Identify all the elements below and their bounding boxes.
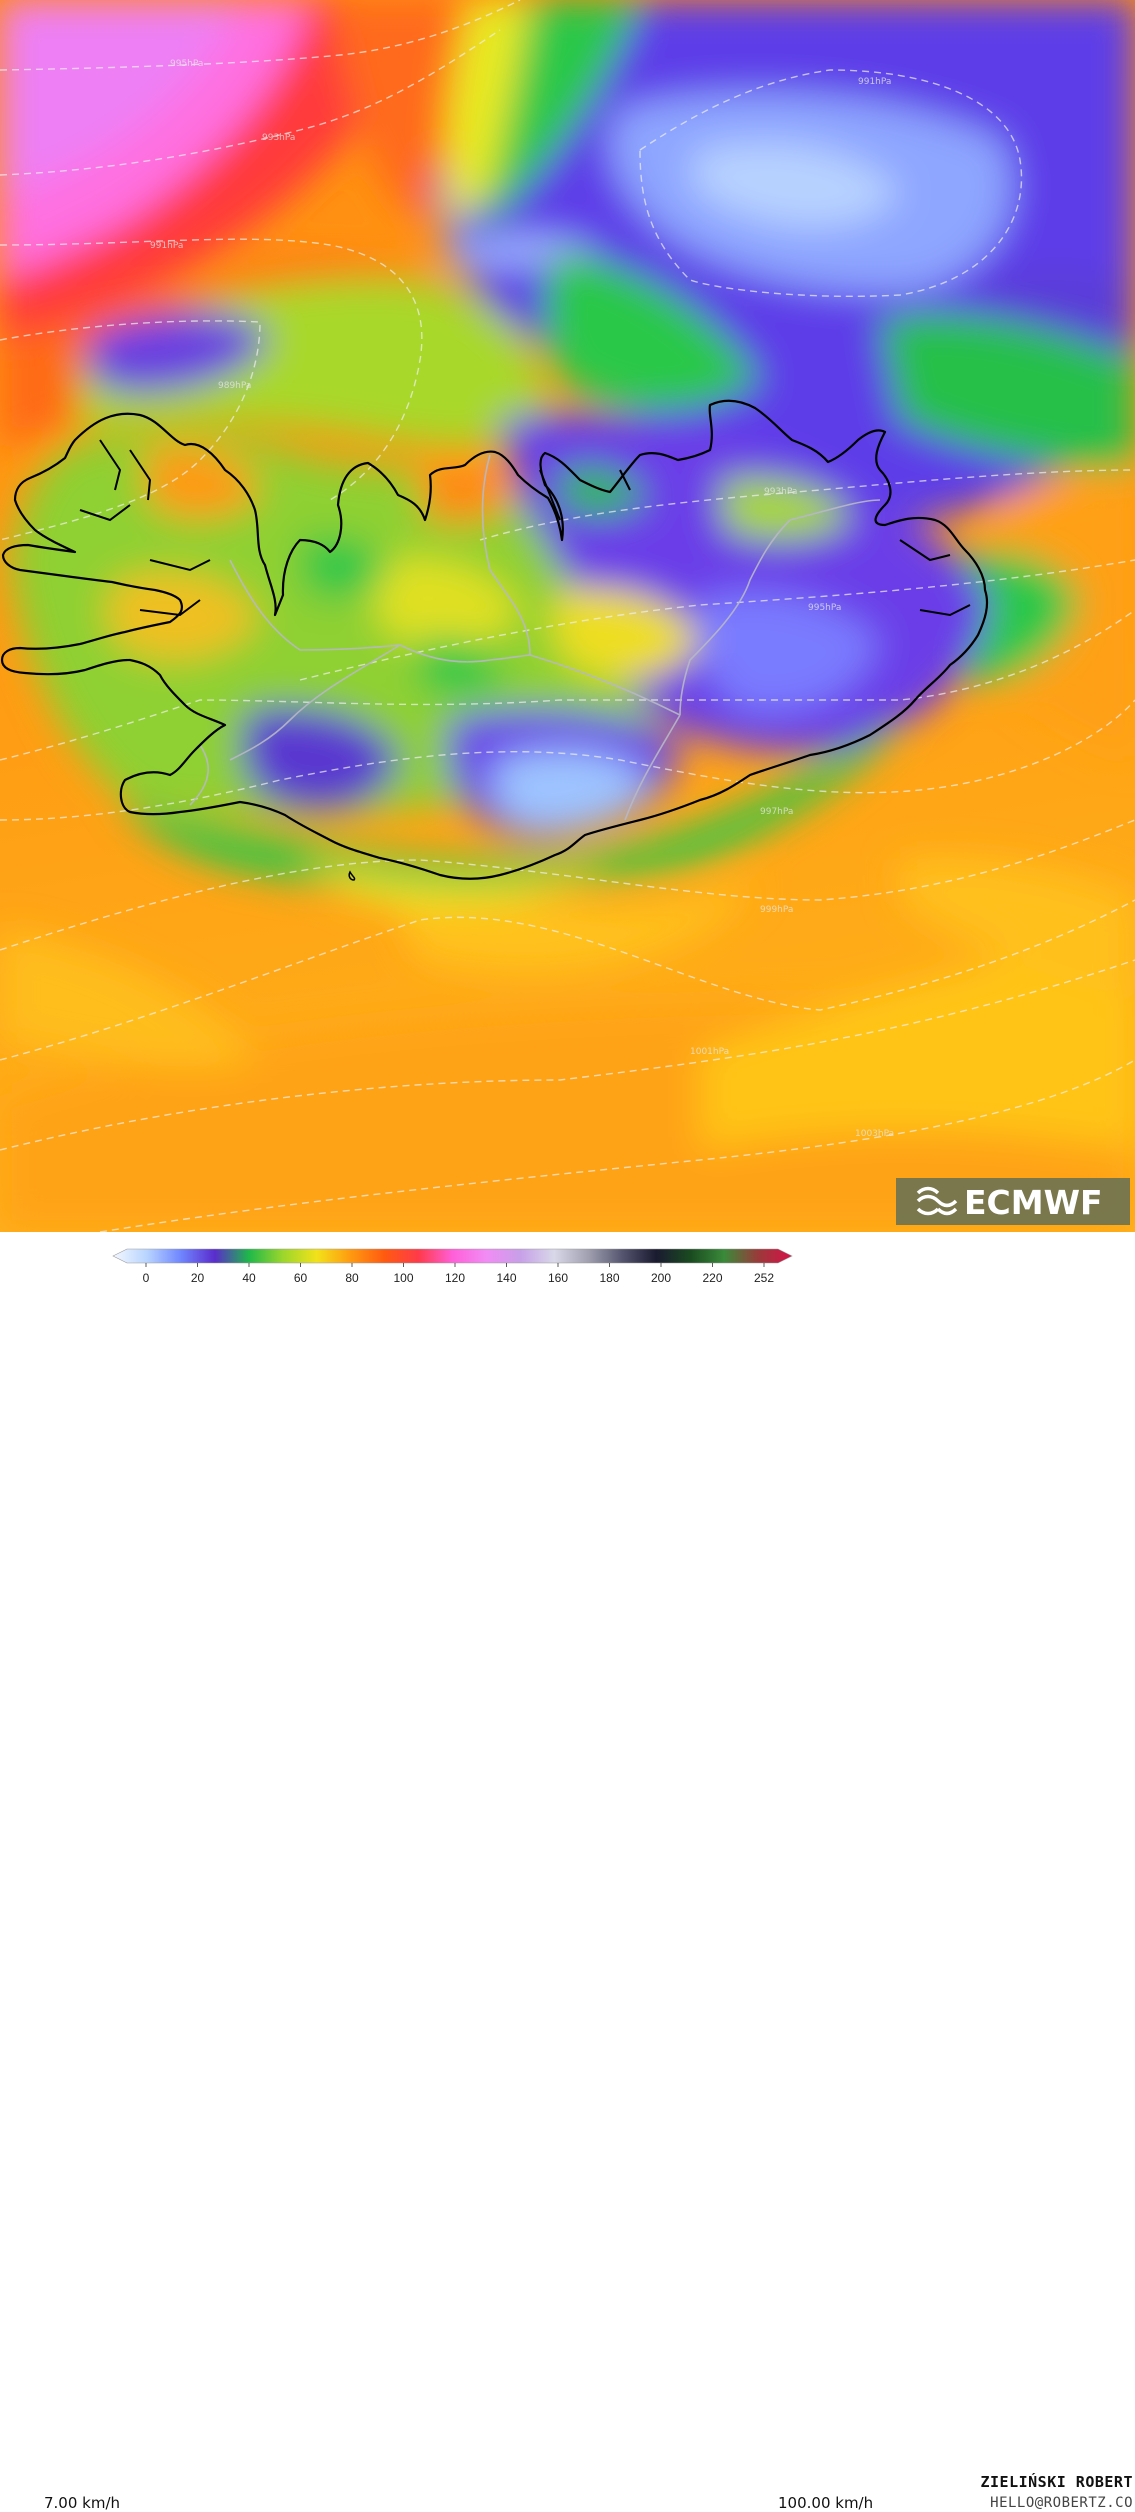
- legend-max-label: 100.00 km/h: [778, 2494, 874, 2512]
- wind-field: [0, 0, 1135, 1232]
- isobar-label: 995hPa: [808, 603, 841, 613]
- legend-footer: 7.00 km/h 100.00 km/h 0 20 40 60 80 100 120 140…: [0, 1232, 1135, 2512]
- colorbar-ticks: 0 20 40 60 80 100 120 140 160 180 200 220 252: [143, 1263, 774, 1285]
- isobar-label: 1001hPa: [690, 1047, 729, 1057]
- colorbar-tick-label: 20: [191, 1271, 205, 1285]
- colorbar-tick-label: 180: [599, 1271, 619, 1285]
- colorbar-tick-label: 40: [242, 1271, 256, 1285]
- isobar-label: 993hPa: [262, 133, 295, 143]
- colorbar-tick-label: 120: [445, 1271, 465, 1285]
- isobar-labels: 995hPa 993hPa 991hPa 989hPa 991hPa 993hP…: [150, 59, 894, 1139]
- colorbar-tick-label: 140: [496, 1271, 516, 1285]
- colorbar-tick-label: 100: [393, 1271, 413, 1285]
- region-borders: [189, 454, 881, 821]
- logo-text: ECMWF: [964, 1183, 1103, 1222]
- isobar-label: 997hPa: [760, 807, 793, 817]
- isobar-lines: [0, 0, 1135, 1232]
- credit-name: ZIELIŃSKI ROBERT: [980, 2473, 1133, 2491]
- color-scale-bar: 0 20 40 60 80 100 120 140 160 180 200 220 252: [112, 1248, 793, 1285]
- isobar-label: 995hPa: [170, 59, 203, 69]
- colorbar-tick-label: 60: [294, 1271, 308, 1285]
- credit-email: HELLO@ROBERTZ.CO: [990, 2495, 1133, 2511]
- colorbar-shape: [112, 1248, 793, 1264]
- legend-min-label: 7.00 km/h: [44, 2494, 121, 2512]
- colorbar-tick-label: 200: [651, 1271, 671, 1285]
- isobar-label: 991hPa: [858, 77, 891, 87]
- isobar-label: 999hPa: [760, 905, 793, 915]
- isobar-label: 1003hPa: [855, 1129, 894, 1139]
- isobar-label: 993hPa: [764, 487, 797, 497]
- coastline: [0, 399, 989, 881]
- colorbar-tick-label: 80: [345, 1271, 359, 1285]
- isobar-label: 991hPa: [150, 241, 183, 251]
- wind-gust-map: 995hPa 993hPa 991hPa 989hPa 991hPa 993hP…: [0, 0, 1135, 1232]
- ecmwf-logo-icon: ECMWF: [896, 1178, 1130, 1225]
- colorbar-tick-label: 252: [754, 1271, 774, 1285]
- colorbar-tick-label: 220: [702, 1271, 722, 1285]
- colorbar-tick-label: 0: [143, 1271, 150, 1285]
- isobar-label: 989hPa: [218, 381, 251, 391]
- colorbar-tick-label: 160: [548, 1271, 568, 1285]
